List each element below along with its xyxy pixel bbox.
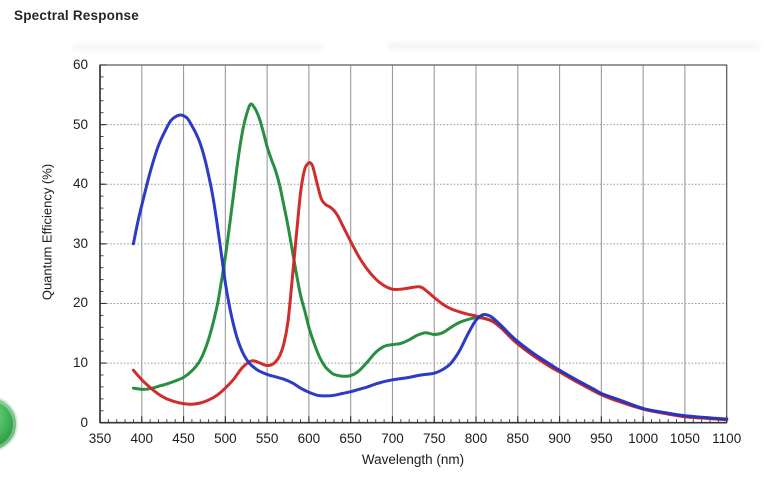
page-title: Spectral Response: [14, 8, 139, 23]
y-tick-label: 20: [72, 295, 88, 311]
scan-artifact-left: [72, 44, 322, 50]
x-tick-label: 400: [130, 431, 154, 446]
x-tick-label: 1000: [628, 431, 659, 446]
x-tick-label: 350: [88, 431, 112, 446]
x-tick-label: 750: [422, 431, 446, 446]
scan-artifact-right: [388, 42, 760, 50]
x-tick-label: 1050: [669, 431, 700, 446]
x-tick-label: 700: [381, 431, 404, 446]
x-tick-label: 500: [214, 431, 237, 446]
x-tick-label: 1100: [712, 431, 742, 446]
x-tick-label: 850: [506, 431, 530, 446]
x-tick-label: 800: [464, 431, 488, 446]
y-tick-label: 40: [72, 176, 88, 192]
y-tick-label: 60: [72, 57, 88, 72]
x-tick-label: 950: [590, 431, 613, 446]
x-tick-label: 450: [172, 431, 195, 446]
x-tick-label: 900: [548, 431, 571, 446]
x-axis-title: Wavelength (nm): [361, 452, 465, 467]
x-tick-label: 650: [339, 431, 362, 446]
y-tick-label: 0: [80, 414, 88, 430]
y-tick-label: 50: [72, 116, 88, 132]
series-curve-red-channel: [131, 161, 729, 422]
y-tick-label: 10: [72, 355, 88, 371]
y-axis-title: Quantum Efficiency (%): [39, 163, 55, 301]
series-curve-blue-channel: [131, 113, 729, 421]
x-tick-label: 600: [297, 431, 321, 446]
x-tick-label: 550: [255, 431, 279, 446]
y-tick-label: 30: [72, 235, 88, 251]
